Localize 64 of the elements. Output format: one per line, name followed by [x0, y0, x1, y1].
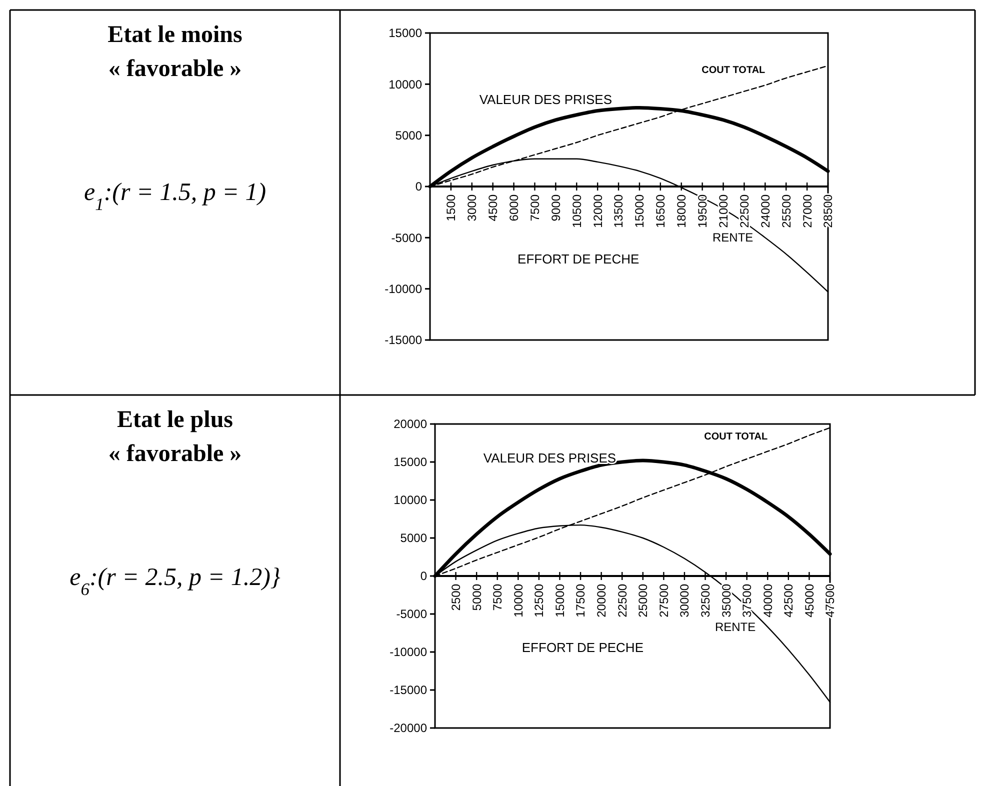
x-tick-label: 16500	[654, 194, 668, 228]
x-tick-label: 15000	[632, 194, 647, 228]
x-tick-label: 32500	[698, 584, 712, 618]
x-tick-label: 42500	[782, 584, 796, 618]
text: Etat le plus « favorable »	[108, 407, 242, 467]
text: Etat le moins « favorable »	[108, 22, 242, 82]
y-tick-label: -10000	[390, 645, 428, 660]
series-label: COUT TOTAL	[702, 65, 766, 76]
x-tick-label: 1500	[444, 194, 458, 222]
x-tick-label: 10000	[511, 584, 526, 618]
y-tick-label: 10000	[388, 77, 422, 92]
x-tick-label: 19500	[696, 194, 710, 228]
y-tick-label: 15000	[394, 455, 428, 470]
y-tick-label: 20000	[394, 417, 428, 432]
y-tick-label: 10000	[394, 493, 428, 508]
x-tick-label: 45000	[802, 584, 816, 618]
x-tick-label: 25500	[779, 194, 794, 228]
x-tick-label: 7500	[490, 584, 505, 611]
series-label: RENTE	[714, 620, 756, 634]
y-tick-label: 5000	[395, 128, 422, 143]
x-tick-label: 4500	[486, 194, 500, 222]
series-label: COUT TOTAL	[704, 431, 768, 442]
x-tick-label: 7500	[528, 194, 542, 222]
x-tick-label: 12500	[532, 584, 546, 618]
x-tick-label: 2500	[448, 584, 463, 611]
y-tick-label: 0	[415, 180, 422, 194]
x-tick-label: 27500	[656, 584, 671, 618]
x-tick-label: 6000	[506, 194, 521, 222]
y-tick-label: -5000	[396, 607, 428, 622]
x-tick-label: 18000	[674, 194, 689, 228]
x-tick-label: 10500	[570, 194, 584, 228]
x-tick-label: 9000	[548, 194, 563, 222]
x-axis-title: EFFORT DE PECHE	[518, 251, 640, 266]
x-tick-label: 15000	[552, 584, 567, 618]
x-tick-label: 13500	[612, 194, 626, 228]
y-tick-label: -15000	[384, 333, 422, 348]
x-tick-label: 30000	[678, 584, 692, 618]
y-tick-label: -15000	[390, 683, 428, 698]
x-axis-title: EFFORT DE PECHE	[522, 640, 644, 655]
x-tick-label: 17500	[574, 584, 588, 618]
x-tick-label: 35000	[719, 584, 734, 618]
x-tick-label: 12000	[590, 194, 605, 228]
x-tick-label: 37500	[740, 584, 754, 618]
y-tick-label: 15000	[388, 26, 422, 40]
x-tick-label: 22500	[615, 584, 630, 618]
y-tick-label: -5000	[391, 230, 422, 245]
x-tick-label: 24000	[758, 194, 772, 228]
x-tick-label: 27000	[800, 194, 814, 228]
text: e$_{1}$:(r = 1.5, p = 1)	[84, 179, 266, 214]
y-tick-label: -10000	[384, 282, 422, 296]
x-tick-label: 5000	[470, 584, 484, 611]
y-tick-label: 5000	[400, 531, 428, 546]
x-tick-label: 25000	[636, 584, 650, 618]
series-label: VALEUR DES PRISES	[483, 450, 616, 466]
y-tick-label: 0	[420, 569, 428, 584]
x-tick-label: 20000	[594, 584, 609, 618]
series-label: RENTE	[712, 230, 754, 245]
text: e$_{6}$:(r = 2.5, p = 1.2)}	[70, 564, 280, 599]
series-label: VALEUR DES PRISES	[479, 92, 612, 107]
x-tick-label: 22500	[737, 194, 752, 228]
x-tick-label: 3000	[465, 194, 480, 222]
y-tick-label: -20000	[390, 721, 428, 736]
x-tick-label: 40000	[760, 584, 775, 618]
x-tick-label: 21000	[716, 194, 730, 228]
